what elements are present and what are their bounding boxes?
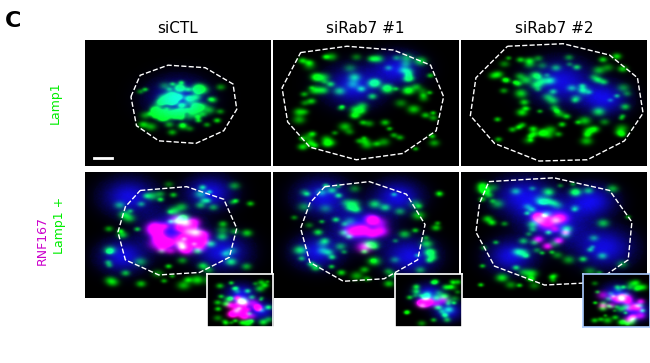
Text: RNF167: RNF167 xyxy=(36,216,49,265)
Text: siRab7 #2: siRab7 #2 xyxy=(515,21,593,36)
Text: C: C xyxy=(5,11,21,31)
Text: Lamp1: Lamp1 xyxy=(49,82,62,124)
Text: siCTL: siCTL xyxy=(157,21,198,36)
Text: Lamp1 +: Lamp1 + xyxy=(53,197,66,254)
Text: siRab7 #1: siRab7 #1 xyxy=(326,21,405,36)
